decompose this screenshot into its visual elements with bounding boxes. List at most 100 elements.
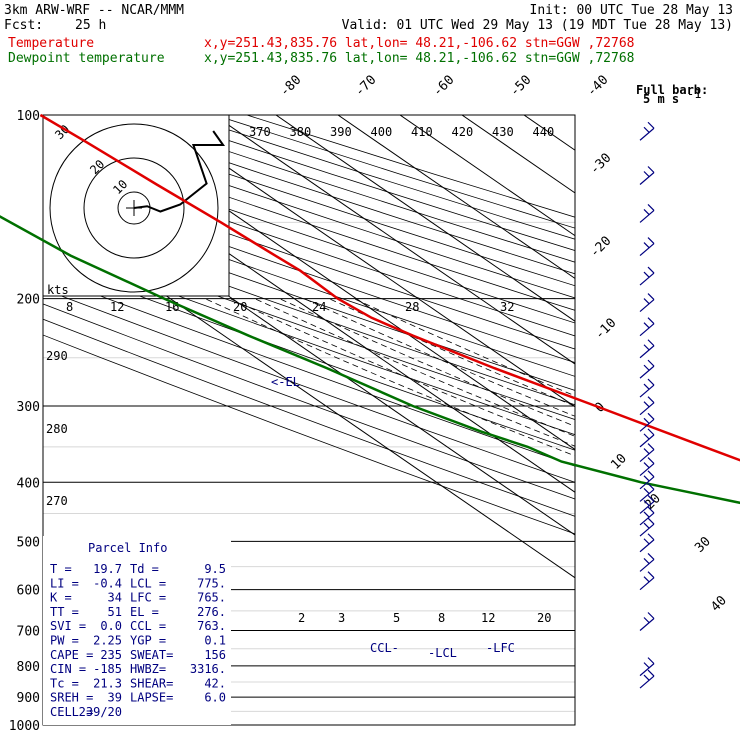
parcel-value: 9.5: [204, 562, 226, 576]
wind-barb-flag: [647, 396, 655, 404]
isotherm-tick-label: -10: [592, 316, 619, 343]
barb-legend-sup: -1: [687, 87, 701, 101]
moist-adiabat-label: 28: [405, 300, 419, 314]
wind-barb-staff: [639, 663, 655, 677]
wind-barb-staff: [639, 558, 655, 572]
wind-barb-flag: [647, 571, 655, 579]
wind-barb-staff: [639, 384, 655, 398]
theta-label: 290: [46, 349, 68, 363]
wind-barb-staff: [639, 577, 655, 591]
init-time: Init: 00 UTC Tue 28 May 13: [530, 3, 734, 18]
moist-adiabat-label: 12: [110, 300, 124, 314]
wind-barb-flag: [643, 500, 650, 506]
isotherm-line: [399, 115, 575, 237]
wind-barb-flag: [643, 462, 650, 468]
hodograph-units: kts: [47, 283, 69, 297]
pressure-tick-label: 200: [17, 293, 40, 308]
parcel-value: 6.0: [204, 691, 226, 705]
parcel-info-box: Parcel Info T = 19.7 Td = 9.5 LI = -0.4 LCL = 7…: [43, 536, 231, 725]
wind-barb-flag: [643, 271, 650, 278]
hodograph-trace: [133, 130, 226, 213]
wind-barb-staff: [639, 299, 655, 313]
wind-barb-flag: [643, 208, 650, 215]
parcel-key: TT =: [50, 605, 79, 619]
wind-barb-flag: [643, 344, 650, 351]
dewpoint-line: [0, 215, 740, 505]
isotherm-tick-label: 30: [692, 534, 714, 556]
wind-barb-staff: [639, 172, 655, 185]
parcel-key: CELL =: [50, 705, 93, 719]
parcel-value: 0.1: [204, 634, 226, 648]
dewpoint-legend-info: x,y=251.43,835.76 lat,lon= 48.21,-106.62…: [204, 51, 634, 66]
theta-label: 270: [46, 494, 68, 508]
parcel-key: T =: [50, 562, 72, 576]
ccl-annotation: CCL-: [370, 641, 399, 655]
wind-barb-flag: [647, 339, 655, 347]
parcel-value: -0.4: [93, 576, 122, 590]
wind-barb-staff: [639, 243, 655, 257]
wind-barb-flag: [647, 552, 655, 560]
wind-barb-flag: [643, 674, 650, 681]
pressure-tick-label: 700: [17, 625, 40, 640]
wind-barb-staff: [639, 323, 655, 337]
wind-barb-flag: [643, 242, 650, 248]
moist-adiabat-line: [254, 298, 575, 437]
parcel-key: K =: [50, 591, 72, 605]
isotherm-line: [213, 115, 575, 365]
parcel-key: SVI =: [50, 619, 86, 633]
wind-barb-flag: [643, 662, 650, 669]
wind-barb-flag: [647, 266, 655, 274]
wind-barb-staff: [639, 345, 655, 359]
wind-barb-flag: [643, 538, 650, 545]
parcel-key: YGP =: [130, 634, 166, 648]
wind-barb-flag: [643, 383, 650, 390]
parcel-value: 235: [100, 648, 122, 662]
theta-e-label: 440: [533, 125, 555, 139]
hodograph-frame: [42, 114, 230, 297]
wind-barb-flag: [647, 203, 655, 211]
dry-adiabat-line: [150, 115, 575, 251]
wind-barb-staff: [639, 476, 655, 490]
wind-barb-flag: [643, 401, 650, 408]
temperature-legend-label: Temperature: [8, 36, 94, 51]
wind-barb-flag: [647, 506, 655, 514]
parcel-value: 765.: [197, 591, 226, 605]
wind-barb-flag: [643, 433, 650, 440]
wind-barb-staff: [639, 418, 655, 432]
wind-barb-flag: [647, 533, 655, 541]
parcel-key: LI =: [50, 576, 79, 590]
parcel-key: SWEAT=: [130, 648, 173, 662]
dry-adiabat-line: [43, 273, 575, 467]
wind-barb-flag: [647, 378, 655, 386]
wind-barb-staff: [639, 127, 655, 141]
dry-adiabat-line: [43, 334, 575, 535]
wind-barb-flag: [647, 669, 655, 677]
parcel-info-title: Parcel Info: [88, 541, 167, 555]
isotherm-tick-label: -40: [584, 73, 611, 100]
barb-legend-line1: Full barb:: [636, 83, 708, 97]
parcel-value: 51: [108, 605, 122, 619]
pressure-tick-label: 900: [17, 691, 40, 706]
dry-adiabat-line: [246, 115, 575, 218]
parcel-key: SREH =: [50, 691, 93, 705]
wind-barb-flag: [647, 317, 655, 325]
wind-barb-flag: [643, 487, 650, 494]
wind-barb-flag: [643, 298, 650, 304]
wind-barb-staff: [639, 501, 655, 514]
wind-barb-staff: [639, 675, 655, 689]
moist-adiabat-label: 8: [66, 300, 73, 314]
wind-barb-flag: [643, 511, 650, 518]
wind-barb-staff: [639, 449, 655, 463]
lcl-annotation: -LCL: [428, 646, 457, 660]
wind-barb-flag: [647, 412, 655, 420]
dry-adiabat-line: [43, 192, 575, 377]
isotherm-tick-label: 10: [608, 451, 630, 473]
wind-barb-flag: [643, 617, 650, 623]
wind-barb-flag: [647, 495, 655, 502]
pressure-tick-label: 500: [17, 535, 40, 550]
parcel-value: 0.0: [100, 619, 122, 633]
wind-barb-flag: [647, 457, 655, 464]
parcel-value: 42.: [204, 676, 226, 690]
